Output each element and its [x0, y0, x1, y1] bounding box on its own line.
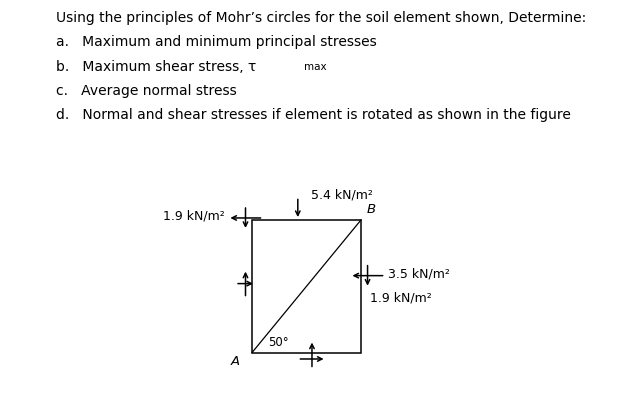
Text: B: B — [366, 203, 375, 216]
Text: max: max — [304, 62, 326, 72]
Text: c.   Average normal stress: c. Average normal stress — [56, 84, 237, 98]
Text: 1.9 kN/m²: 1.9 kN/m² — [370, 292, 432, 305]
Text: b.   Maximum shear stress, τ: b. Maximum shear stress, τ — [56, 59, 256, 73]
Text: 5.4 kN/m²: 5.4 kN/m² — [311, 188, 373, 201]
Text: 50°: 50° — [269, 336, 289, 349]
Text: 3.5 kN/m²: 3.5 kN/m² — [388, 267, 450, 280]
Text: A: A — [231, 354, 240, 367]
Text: 1.9 kN/m²: 1.9 kN/m² — [163, 209, 225, 222]
Text: d.   Normal and shear stresses if element is rotated as shown in the figure: d. Normal and shear stresses if element … — [56, 108, 571, 122]
Text: a.   Maximum and minimum principal stresses: a. Maximum and minimum principal stresse… — [56, 35, 377, 50]
Text: Using the principles of Mohr’s circles for the soil element shown, Determine:: Using the principles of Mohr’s circles f… — [56, 11, 586, 25]
